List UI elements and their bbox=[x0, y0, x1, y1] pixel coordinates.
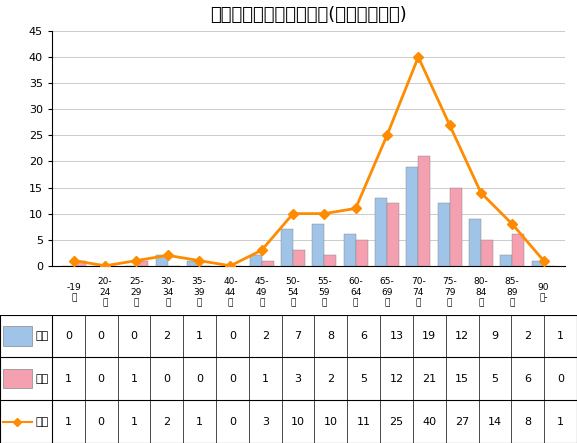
Text: 55-
59
歳: 55- 59 歳 bbox=[317, 277, 332, 307]
Bar bbox=[3, 326, 32, 346]
Text: 13: 13 bbox=[389, 331, 403, 341]
Text: 3: 3 bbox=[294, 374, 302, 384]
Text: 総計: 総計 bbox=[36, 416, 49, 427]
Text: 20-
24
歳: 20- 24 歳 bbox=[98, 277, 113, 307]
Bar bbox=[344, 234, 355, 266]
Text: 12: 12 bbox=[389, 374, 403, 384]
Text: 8: 8 bbox=[327, 331, 335, 341]
Text: 19: 19 bbox=[422, 331, 436, 341]
Text: 0: 0 bbox=[98, 416, 104, 427]
Bar bbox=[156, 255, 168, 266]
Bar bbox=[355, 240, 368, 266]
Bar bbox=[262, 260, 273, 266]
Bar bbox=[293, 250, 305, 266]
Text: 5: 5 bbox=[492, 374, 499, 384]
Bar bbox=[469, 219, 481, 266]
Text: 6: 6 bbox=[524, 374, 531, 384]
Text: 1: 1 bbox=[130, 416, 137, 427]
Bar bbox=[3, 369, 32, 389]
Text: 2: 2 bbox=[524, 331, 531, 341]
Text: 2: 2 bbox=[163, 331, 170, 341]
Text: 25: 25 bbox=[389, 416, 403, 427]
Text: 90
歳-: 90 歳- bbox=[538, 283, 549, 302]
Text: 1: 1 bbox=[196, 331, 203, 341]
Text: 21: 21 bbox=[422, 374, 436, 384]
Text: 25-
29
歳: 25- 29 歳 bbox=[129, 277, 144, 307]
Text: 1: 1 bbox=[262, 374, 269, 384]
Bar bbox=[406, 167, 418, 266]
Text: 2: 2 bbox=[327, 374, 335, 384]
Bar bbox=[500, 255, 512, 266]
Bar bbox=[313, 224, 324, 266]
Text: -19
歳: -19 歳 bbox=[66, 283, 81, 302]
Text: 1: 1 bbox=[65, 374, 72, 384]
Text: 0: 0 bbox=[229, 331, 236, 341]
Bar bbox=[324, 255, 336, 266]
Bar bbox=[438, 203, 449, 266]
Text: 1: 1 bbox=[196, 416, 203, 427]
Text: 10: 10 bbox=[291, 416, 305, 427]
Text: 40: 40 bbox=[422, 416, 436, 427]
Text: 男性: 男性 bbox=[36, 331, 49, 341]
Text: 0: 0 bbox=[229, 416, 236, 427]
Bar bbox=[418, 156, 430, 266]
Text: 1: 1 bbox=[130, 374, 137, 384]
Text: 15: 15 bbox=[455, 374, 469, 384]
Bar bbox=[281, 229, 293, 266]
Text: 2: 2 bbox=[163, 416, 170, 427]
Bar bbox=[449, 187, 462, 266]
Text: 10: 10 bbox=[324, 416, 338, 427]
Text: 11: 11 bbox=[357, 416, 370, 427]
Text: 0: 0 bbox=[557, 374, 564, 384]
Text: 70-
74
歳: 70- 74 歳 bbox=[411, 277, 426, 307]
Bar bbox=[187, 260, 199, 266]
Bar bbox=[481, 240, 493, 266]
Text: 0: 0 bbox=[98, 331, 104, 341]
Text: 2: 2 bbox=[262, 331, 269, 341]
Bar bbox=[531, 260, 544, 266]
Text: 3: 3 bbox=[262, 416, 269, 427]
Text: 7: 7 bbox=[294, 331, 302, 341]
Text: 9: 9 bbox=[492, 331, 499, 341]
Text: 1: 1 bbox=[65, 416, 72, 427]
Text: 60-
64
歳: 60- 64 歳 bbox=[349, 277, 363, 307]
Text: 27: 27 bbox=[455, 416, 469, 427]
Text: 0: 0 bbox=[196, 374, 203, 384]
Text: 85-
89
歳: 85- 89 歳 bbox=[505, 277, 520, 307]
Text: 30-
34
歳: 30- 34 歳 bbox=[160, 277, 175, 307]
Text: 0: 0 bbox=[229, 374, 236, 384]
Text: 8: 8 bbox=[524, 416, 531, 427]
Text: 75-
79
歳: 75- 79 歳 bbox=[442, 277, 457, 307]
Text: 0: 0 bbox=[98, 374, 104, 384]
Bar bbox=[512, 234, 524, 266]
Text: 14: 14 bbox=[488, 416, 502, 427]
Text: 0: 0 bbox=[130, 331, 137, 341]
Text: 女性: 女性 bbox=[36, 374, 49, 384]
Text: 0: 0 bbox=[163, 374, 170, 384]
Text: 35-
39
歳: 35- 39 歳 bbox=[192, 277, 207, 307]
Bar bbox=[74, 260, 86, 266]
Title: 年齢階級別、性別登録数(悪性リンパ腫): 年齢階級別、性別登録数(悪性リンパ腫) bbox=[211, 6, 407, 24]
Text: 12: 12 bbox=[455, 331, 469, 341]
Text: 6: 6 bbox=[360, 331, 367, 341]
Bar bbox=[375, 198, 387, 266]
Text: 40-
44
歳: 40- 44 歳 bbox=[223, 277, 238, 307]
Bar bbox=[387, 203, 399, 266]
Text: 1: 1 bbox=[557, 331, 564, 341]
Text: 65-
69
歳: 65- 69 歳 bbox=[380, 277, 394, 307]
Bar bbox=[250, 255, 262, 266]
Text: 1: 1 bbox=[557, 416, 564, 427]
Bar bbox=[137, 260, 148, 266]
Text: 5: 5 bbox=[360, 374, 367, 384]
Text: 80-
84
歳: 80- 84 歳 bbox=[474, 277, 488, 307]
Text: 45-
49
歳: 45- 49 歳 bbox=[254, 277, 269, 307]
Text: 0: 0 bbox=[65, 331, 72, 341]
Text: 50-
54
歳: 50- 54 歳 bbox=[286, 277, 301, 307]
